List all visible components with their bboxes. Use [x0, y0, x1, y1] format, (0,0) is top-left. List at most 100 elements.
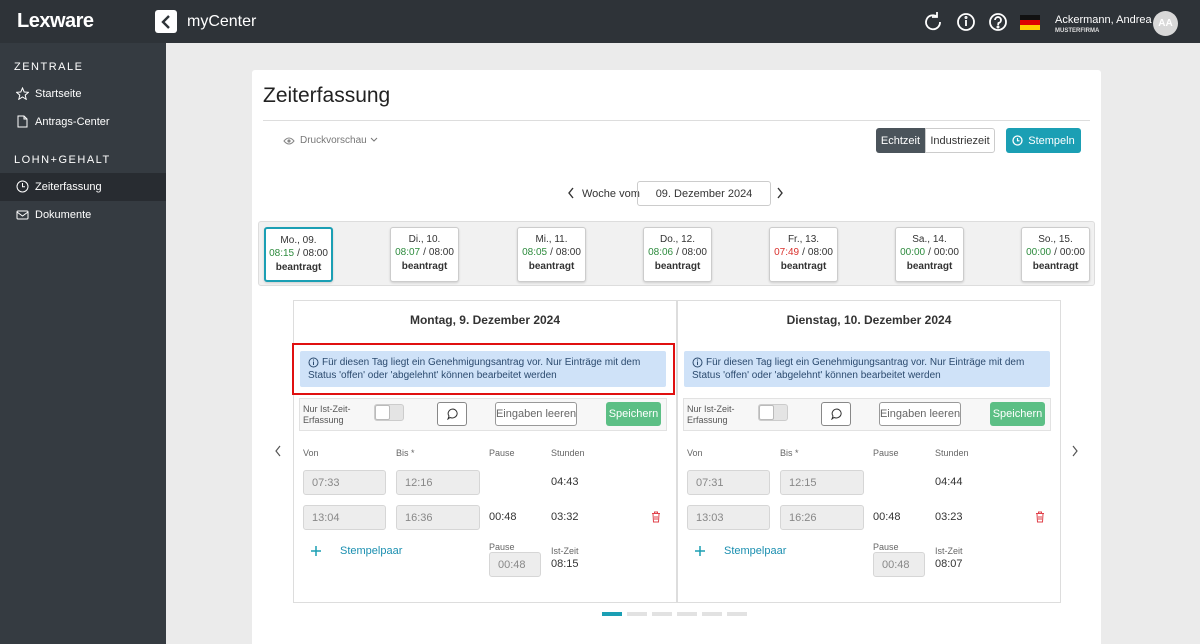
panel-title: Dienstag, 10. Dezember 2024 — [786, 313, 952, 327]
day-actual: 08:06 — [648, 247, 674, 258]
mode-industrial[interactable]: Industriezeit — [925, 128, 995, 153]
row-hours: 03:32 — [551, 511, 579, 523]
day-panel — [677, 300, 1061, 603]
day-status: beantragt — [780, 261, 827, 272]
back-button[interactable] — [155, 10, 177, 33]
day-separator: / — [297, 248, 300, 259]
day-status: beantragt — [1032, 261, 1079, 272]
print-preview[interactable]: Druckvorschau — [300, 135, 367, 146]
day-target: 08:00 — [555, 247, 581, 258]
day-card[interactable]: So., 15. 00:00/00:00 beantragt — [1021, 227, 1090, 282]
add-pair[interactable]: Stempelpaar — [724, 545, 787, 557]
time-from[interactable]: 13:04 — [303, 505, 386, 530]
info-icon[interactable] — [957, 13, 975, 31]
page-title: Zeiterfassung — [263, 84, 391, 107]
stamp-label: Stempeln — [1028, 134, 1075, 147]
week-next[interactable] — [776, 187, 784, 199]
page-dot[interactable] — [602, 612, 622, 616]
time-from[interactable]: 07:31 — [687, 470, 770, 495]
actual-total: 08:07 — [935, 558, 963, 570]
info-text: Für diesen Tag liegt ein Genehmigungsant… — [692, 357, 1025, 381]
day-card[interactable]: Mi., 11. 08:05/08:00 beantragt — [517, 227, 586, 282]
row-pause: 00:48 — [873, 511, 901, 523]
day-target: 00:00 — [933, 247, 959, 258]
add-icon — [695, 546, 705, 556]
save-button[interactable]: Speichern — [606, 402, 661, 426]
info-text: Für diesen Tag liegt ein Genehmigungsant… — [308, 357, 641, 381]
day-label: Fr., 13. — [787, 234, 820, 245]
day-target: 08:00 — [428, 247, 454, 258]
day-card[interactable]: Do., 12. 08:06/08:00 beantragt — [643, 227, 712, 282]
day-actual: 00:00 — [900, 247, 926, 258]
page-dot[interactable] — [702, 612, 722, 616]
panel-prev[interactable] — [274, 445, 282, 457]
column-header: Stunden — [551, 448, 585, 458]
day-target: 00:00 — [1059, 247, 1085, 258]
pause-label: Pause — [489, 542, 515, 552]
delete-icon — [652, 511, 660, 523]
page-dot[interactable] — [677, 612, 697, 616]
actual-label: Ist-Zeit — [935, 546, 963, 556]
sidebar-item-label[interactable]: Startseite — [35, 88, 82, 100]
page-dot[interactable] — [727, 612, 747, 616]
actual-label: Ist-Zeit — [551, 546, 579, 556]
day-status: beantragt — [275, 262, 322, 273]
clear-button[interactable]: Eingaben leeren — [495, 402, 577, 426]
day-actual: 07:49 — [774, 247, 800, 258]
sidebar-icon — [17, 115, 28, 128]
user-name[interactable]: Ackermann, Andrea — [1055, 14, 1152, 26]
week-date[interactable]: 09. Dezember 2024 — [637, 181, 771, 206]
clear-button[interactable]: Eingaben leeren — [879, 402, 961, 426]
sidebar-item-label[interactable]: Zeiterfassung — [35, 181, 102, 193]
day-card[interactable]: Sa., 14. 00:00/00:00 beantragt — [895, 227, 964, 282]
day-label: Di., 10. — [408, 234, 441, 245]
delete-icon — [1036, 511, 1044, 523]
language-flag[interactable] — [1020, 15, 1040, 30]
mode-realtime[interactable]: Echtzeit — [876, 128, 925, 153]
day-times: 08:07/08:00 — [391, 247, 458, 258]
day-label: Mo., 09. — [280, 235, 317, 246]
day-target: 08:00 — [681, 247, 707, 258]
time-to[interactable]: 16:26 — [780, 505, 864, 530]
stamp-button[interactable]: Stempeln — [1006, 128, 1081, 153]
time-to[interactable]: 12:16 — [396, 470, 480, 495]
day-times: 08:15/08:00 — [266, 248, 331, 259]
logo[interactable]: Lexware — [17, 10, 94, 32]
column-header: Bis * — [780, 448, 799, 458]
day-card[interactable]: Mo., 09. 08:15/08:00 beantragt — [264, 227, 333, 282]
sidebar-item-label[interactable]: Dokumente — [35, 209, 92, 221]
sidebar-section-title: ZENTRALE — [14, 61, 84, 73]
avatar[interactable]: AA — [1153, 11, 1178, 36]
time-from[interactable]: 13:03 — [687, 505, 770, 530]
save-button[interactable]: Speichern — [990, 402, 1045, 426]
comment-button[interactable] — [821, 402, 851, 426]
toolbar — [683, 398, 1051, 431]
toggle-knob — [759, 405, 774, 420]
time-to[interactable]: 16:36 — [396, 505, 480, 530]
toggle-label: Nur Ist-Zeit-Erfassung — [687, 404, 735, 425]
time-to[interactable]: 12:15 — [780, 470, 864, 495]
sidebar-item-label[interactable]: Antrags-Center — [35, 116, 110, 128]
comment-button[interactable] — [437, 402, 467, 426]
day-status: beantragt — [654, 261, 701, 272]
help-icon[interactable] — [989, 13, 1007, 31]
day-status: beantragt — [401, 261, 448, 272]
add-pair[interactable]: Stempelpaar — [340, 545, 403, 557]
panel-next[interactable] — [1071, 445, 1079, 457]
time-from[interactable]: 07:33 — [303, 470, 386, 495]
page-dot[interactable] — [652, 612, 672, 616]
day-label: So., 15. — [1038, 234, 1073, 245]
day-card[interactable]: Di., 10. 08:07/08:00 beantragt — [390, 227, 459, 282]
day-target: 08:00 — [807, 247, 833, 258]
day-card[interactable]: Fr., 13. 07:49/08:00 beantragt — [769, 227, 838, 282]
day-target: 08:00 — [302, 248, 328, 259]
refresh-icon[interactable] — [925, 12, 941, 31]
pagination — [602, 612, 747, 616]
week-prev[interactable] — [567, 187, 575, 199]
day-actual: 00:00 — [1026, 247, 1052, 258]
day-times: 08:05/08:00 — [518, 247, 585, 258]
page-dot[interactable] — [627, 612, 647, 616]
toggle-label: Nur Ist-Zeit-Erfassung — [303, 404, 351, 425]
row-pause: 00:48 — [489, 511, 517, 523]
day-actual: 08:05 — [522, 247, 548, 258]
